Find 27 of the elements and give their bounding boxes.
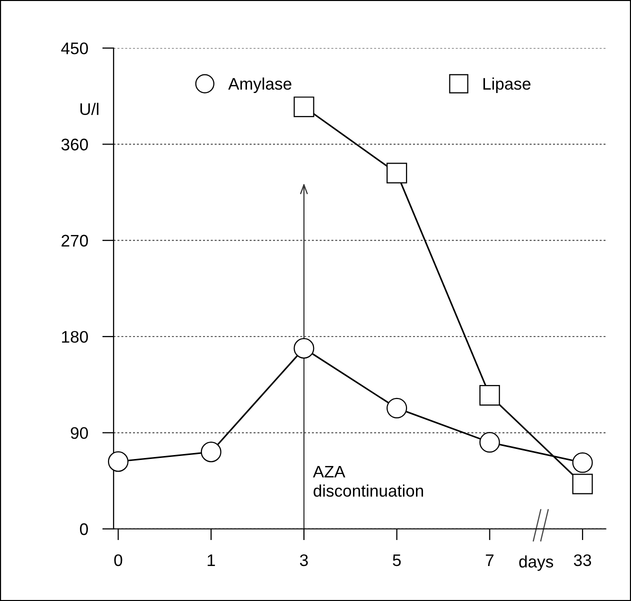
point bbox=[294, 338, 314, 359]
y-tick-label: 180 bbox=[62, 330, 88, 343]
x-tick-label: 33 bbox=[574, 554, 592, 566]
point bbox=[572, 474, 593, 494]
point bbox=[479, 385, 500, 406]
point bbox=[479, 432, 500, 453]
point bbox=[386, 162, 408, 184]
point bbox=[294, 96, 314, 118]
x-tick-label: 3 bbox=[300, 554, 308, 566]
point bbox=[572, 452, 593, 473]
point bbox=[386, 398, 408, 418]
y-tick-label: 270 bbox=[62, 234, 88, 247]
y-tick-label: 360 bbox=[61, 138, 88, 150]
y-tick-label: 450 bbox=[61, 42, 88, 54]
point bbox=[200, 442, 222, 462]
x-tick-label: 0 bbox=[114, 554, 122, 566]
annotation: AZA discontinuation bbox=[312, 466, 424, 497]
y-tick-label: 90 bbox=[70, 427, 88, 439]
point bbox=[108, 451, 128, 472]
y-axis-title: U/l bbox=[80, 102, 98, 116]
x-tick-label: 1 bbox=[208, 554, 215, 566]
x-tick-label: 7 bbox=[486, 554, 494, 566]
y-tick-label: 0 bbox=[80, 523, 88, 536]
x-tick-label: 5 bbox=[392, 554, 401, 566]
legend-label: Amylase bbox=[228, 78, 292, 94]
x-axis-title: days bbox=[519, 555, 554, 571]
legend-label: Lipase bbox=[483, 78, 530, 94]
